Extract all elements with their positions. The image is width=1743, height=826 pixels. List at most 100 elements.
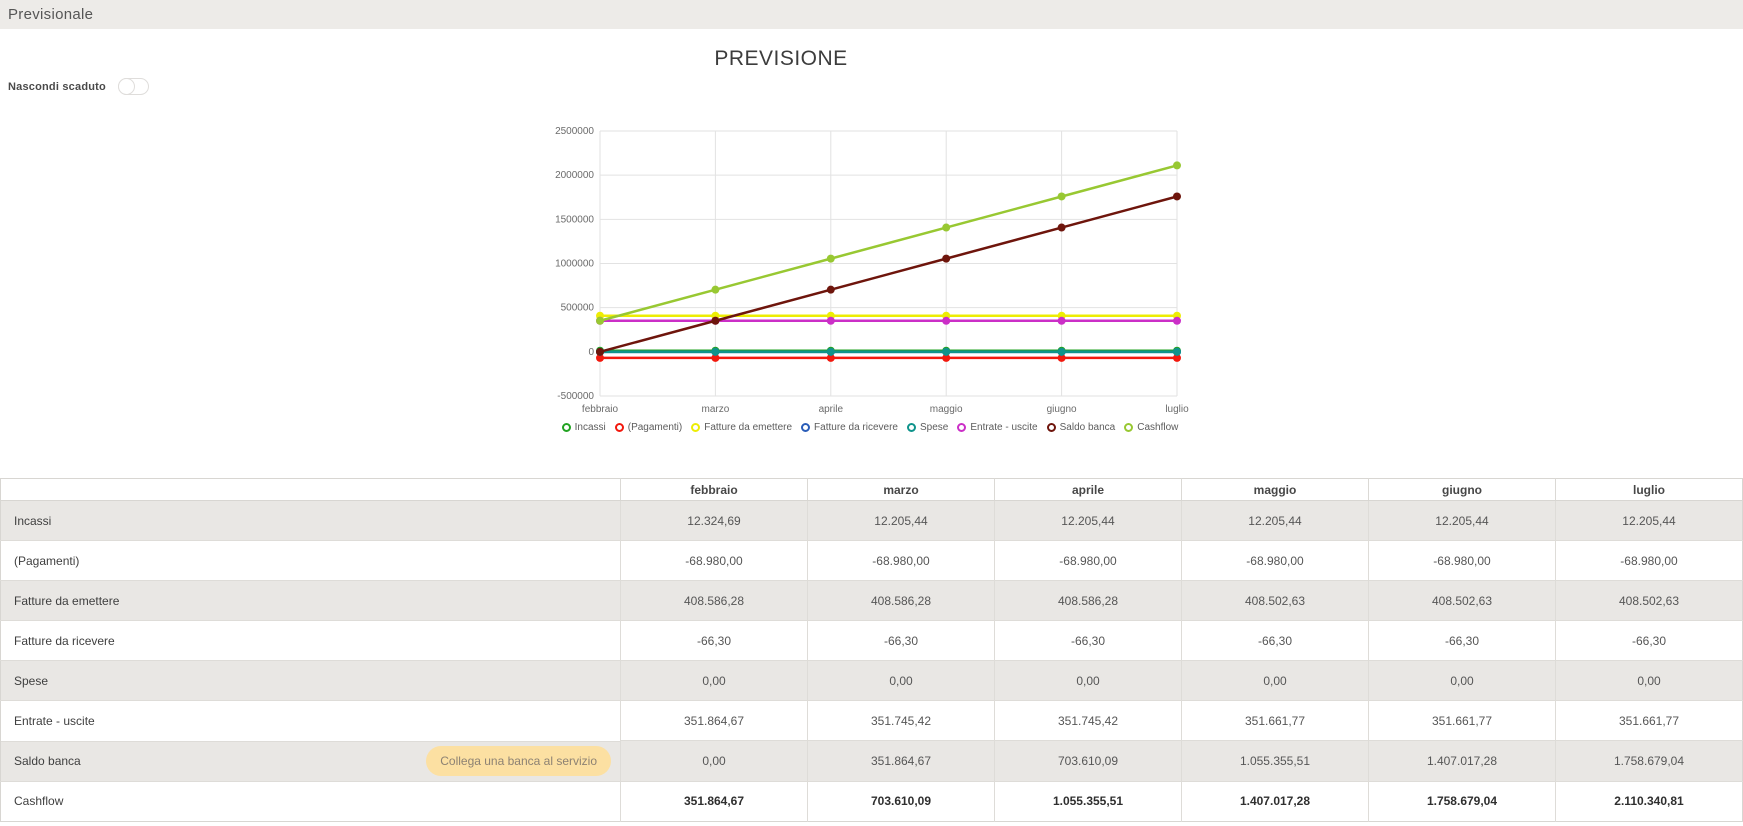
legend-swatch-icon	[957, 423, 967, 432]
legend-item-fatture-da-emettere[interactable]: Fatture da emettere	[691, 422, 792, 433]
value-cell: 1.758.679,04	[1368, 780, 1556, 821]
value-cell: 408.502,63	[1368, 580, 1556, 621]
legend-item-saldo-banca[interactable]: Saldo banca	[1046, 422, 1116, 433]
data-point	[1057, 223, 1066, 232]
legend-swatch-icon	[1124, 423, 1134, 432]
column-header-marzo: marzo	[807, 478, 995, 501]
legend-swatch-icon	[1046, 423, 1056, 432]
legend-item-entrate-uscite[interactable]: Entrate - uscite	[957, 422, 1038, 433]
legend-swatch-icon	[561, 423, 571, 432]
data-point	[596, 316, 604, 325]
data-point	[1173, 192, 1181, 201]
value-cell: -68.980,00	[1368, 540, 1556, 581]
data-point	[711, 347, 720, 356]
legend-item-spese[interactable]: Spese	[906, 422, 949, 433]
connect-bank-button[interactable]: Collega una banca al servizio	[426, 746, 611, 776]
legend-item-pagamenti[interactable]: (Pagamenti)	[614, 422, 682, 433]
data-point	[826, 285, 835, 294]
value-cell: 12.205,44	[1181, 500, 1369, 541]
data-point	[826, 254, 835, 263]
legend-label: Fatture da ricevere	[814, 422, 898, 433]
hide-expired-toggle[interactable]	[117, 77, 149, 95]
value-cell: 351.661,77	[1555, 700, 1743, 741]
value-cell: 1.758.679,04	[1555, 740, 1743, 781]
legend-item-fatture-da-ricevere[interactable]: Fatture da ricevere	[801, 422, 898, 433]
legend-swatch-icon	[906, 423, 916, 432]
value-cell: -66,30	[1368, 620, 1556, 661]
legend-item-cashflow[interactable]: Cashflow	[1124, 422, 1178, 433]
value-cell: -66,30	[620, 620, 808, 661]
table-row-incassi: Incassi 12.324,69 12.205,44 12.205,44 12.205…	[0, 500, 1743, 541]
data-point	[1173, 353, 1181, 362]
value-cell: 12.205,44	[807, 500, 995, 541]
table-row-saldo-banca: Saldo banca Collega una banca al servizio…	[1, 740, 1743, 781]
column-header-aprile: aprile	[994, 478, 1182, 501]
x-axis-tick-label: luglio	[1165, 404, 1189, 415]
data-point	[1173, 161, 1181, 170]
legend-label: Incassi	[574, 422, 606, 433]
value-cell: -66,30	[1181, 620, 1369, 661]
y-axis-tick-label: 1500000	[555, 214, 594, 225]
value-cell: 0,00	[1181, 660, 1369, 701]
row-label: Fatture da ricevere	[0, 620, 621, 661]
value-cell: 1.055.355,51	[1181, 740, 1369, 781]
row-label-column-header	[0, 478, 621, 501]
series-saldo-banca	[596, 192, 1181, 356]
data-point	[1057, 316, 1066, 325]
row-label: (Pagamenti)	[0, 540, 621, 581]
data-point	[711, 285, 720, 294]
value-cell: -68.980,00	[1555, 540, 1743, 581]
value-cell: 12.205,44	[1555, 500, 1743, 541]
value-cell: 351.661,77	[1181, 700, 1369, 741]
data-point	[1173, 316, 1181, 325]
hide-expired-label: Nascondi scaduto	[8, 80, 106, 93]
row-label: Cashflow	[0, 780, 621, 821]
x-axis-tick-label: febbraio	[582, 404, 619, 415]
data-point	[826, 316, 835, 325]
series-cashflow	[596, 161, 1181, 325]
legend-label: Saldo banca	[1059, 422, 1116, 433]
chart-area: 2500000 2000000 1500000 1000000 500000 0 -5000…	[540, 110, 1200, 428]
column-header-giugno: giugno	[1368, 478, 1556, 501]
table-row-fatture-da-ricevere: Fatture da ricevere -66,30 -66,30 -66,30 -66…	[0, 620, 1743, 661]
data-point	[942, 254, 951, 263]
y-axis-tick-label: 0	[588, 347, 594, 358]
y-axis-tick-label: 500000	[561, 303, 595, 314]
legend-label: Fatture da emettere	[704, 422, 793, 433]
value-cell: 351.745,42	[994, 700, 1182, 741]
chart-legend: Incassi (Pagamenti) Fatture da emettere Fat…	[540, 422, 1200, 433]
table-row-entrate-uscite: Entrate - uscite 351.864,67 351.745,42 351.…	[0, 700, 1743, 741]
chart-title: PREVISIONE	[714, 47, 848, 70]
row-label: Fatture da emettere	[0, 580, 621, 621]
value-cell: 408.586,28	[807, 580, 995, 621]
column-header-febbraio: febbraio	[620, 478, 808, 501]
value-cell: 408.586,28	[620, 580, 808, 621]
value-cell: 12.205,44	[1368, 500, 1556, 541]
value-cell: 0,00	[994, 660, 1182, 701]
data-point	[1057, 192, 1066, 201]
value-cell: -66,30	[807, 620, 995, 661]
row-label: Saldo banca Collega una banca al servizio	[1, 740, 620, 781]
value-cell: 351.864,67	[620, 780, 808, 821]
legend-label: Spese	[919, 422, 949, 433]
data-point	[942, 223, 951, 232]
data-point	[1057, 347, 1066, 356]
value-cell: 12.324,69	[620, 500, 808, 541]
table-row-cashflow: Cashflow 351.864,67 703.610,09 1.055.355,51…	[0, 780, 1743, 821]
value-cell: 408.502,63	[1181, 580, 1369, 621]
row-label-text: Saldo banca	[14, 754, 81, 768]
data-point	[596, 347, 604, 356]
page-header-bar: Previsionale	[0, 0, 1743, 29]
x-axis-tick-label: maggio	[930, 404, 963, 415]
value-cell: 12.205,44	[994, 500, 1182, 541]
value-cell: 1.055.355,51	[994, 780, 1182, 821]
data-point	[826, 353, 835, 362]
data-point	[1173, 347, 1181, 356]
table-row-pagamenti: (Pagamenti) -68.980,00 -68.980,00 -68.980,0…	[0, 540, 1743, 581]
hide-expired-control: Nascondi scaduto	[8, 77, 149, 95]
value-cell: -68.980,00	[994, 540, 1182, 581]
row-label: Spese	[0, 660, 621, 701]
forecast-chart: 2500000 2000000 1500000 1000000 500000 0 -5000…	[555, 126, 1189, 415]
legend-item-incassi[interactable]: Incassi	[561, 422, 606, 433]
